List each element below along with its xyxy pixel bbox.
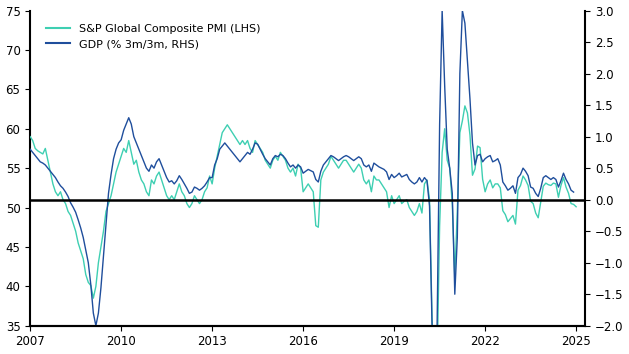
Legend: S&P Global Composite PMI (LHS), GDP (% 3m/3m, RHS): S&P Global Composite PMI (LHS), GDP (% 3… [42, 19, 265, 54]
